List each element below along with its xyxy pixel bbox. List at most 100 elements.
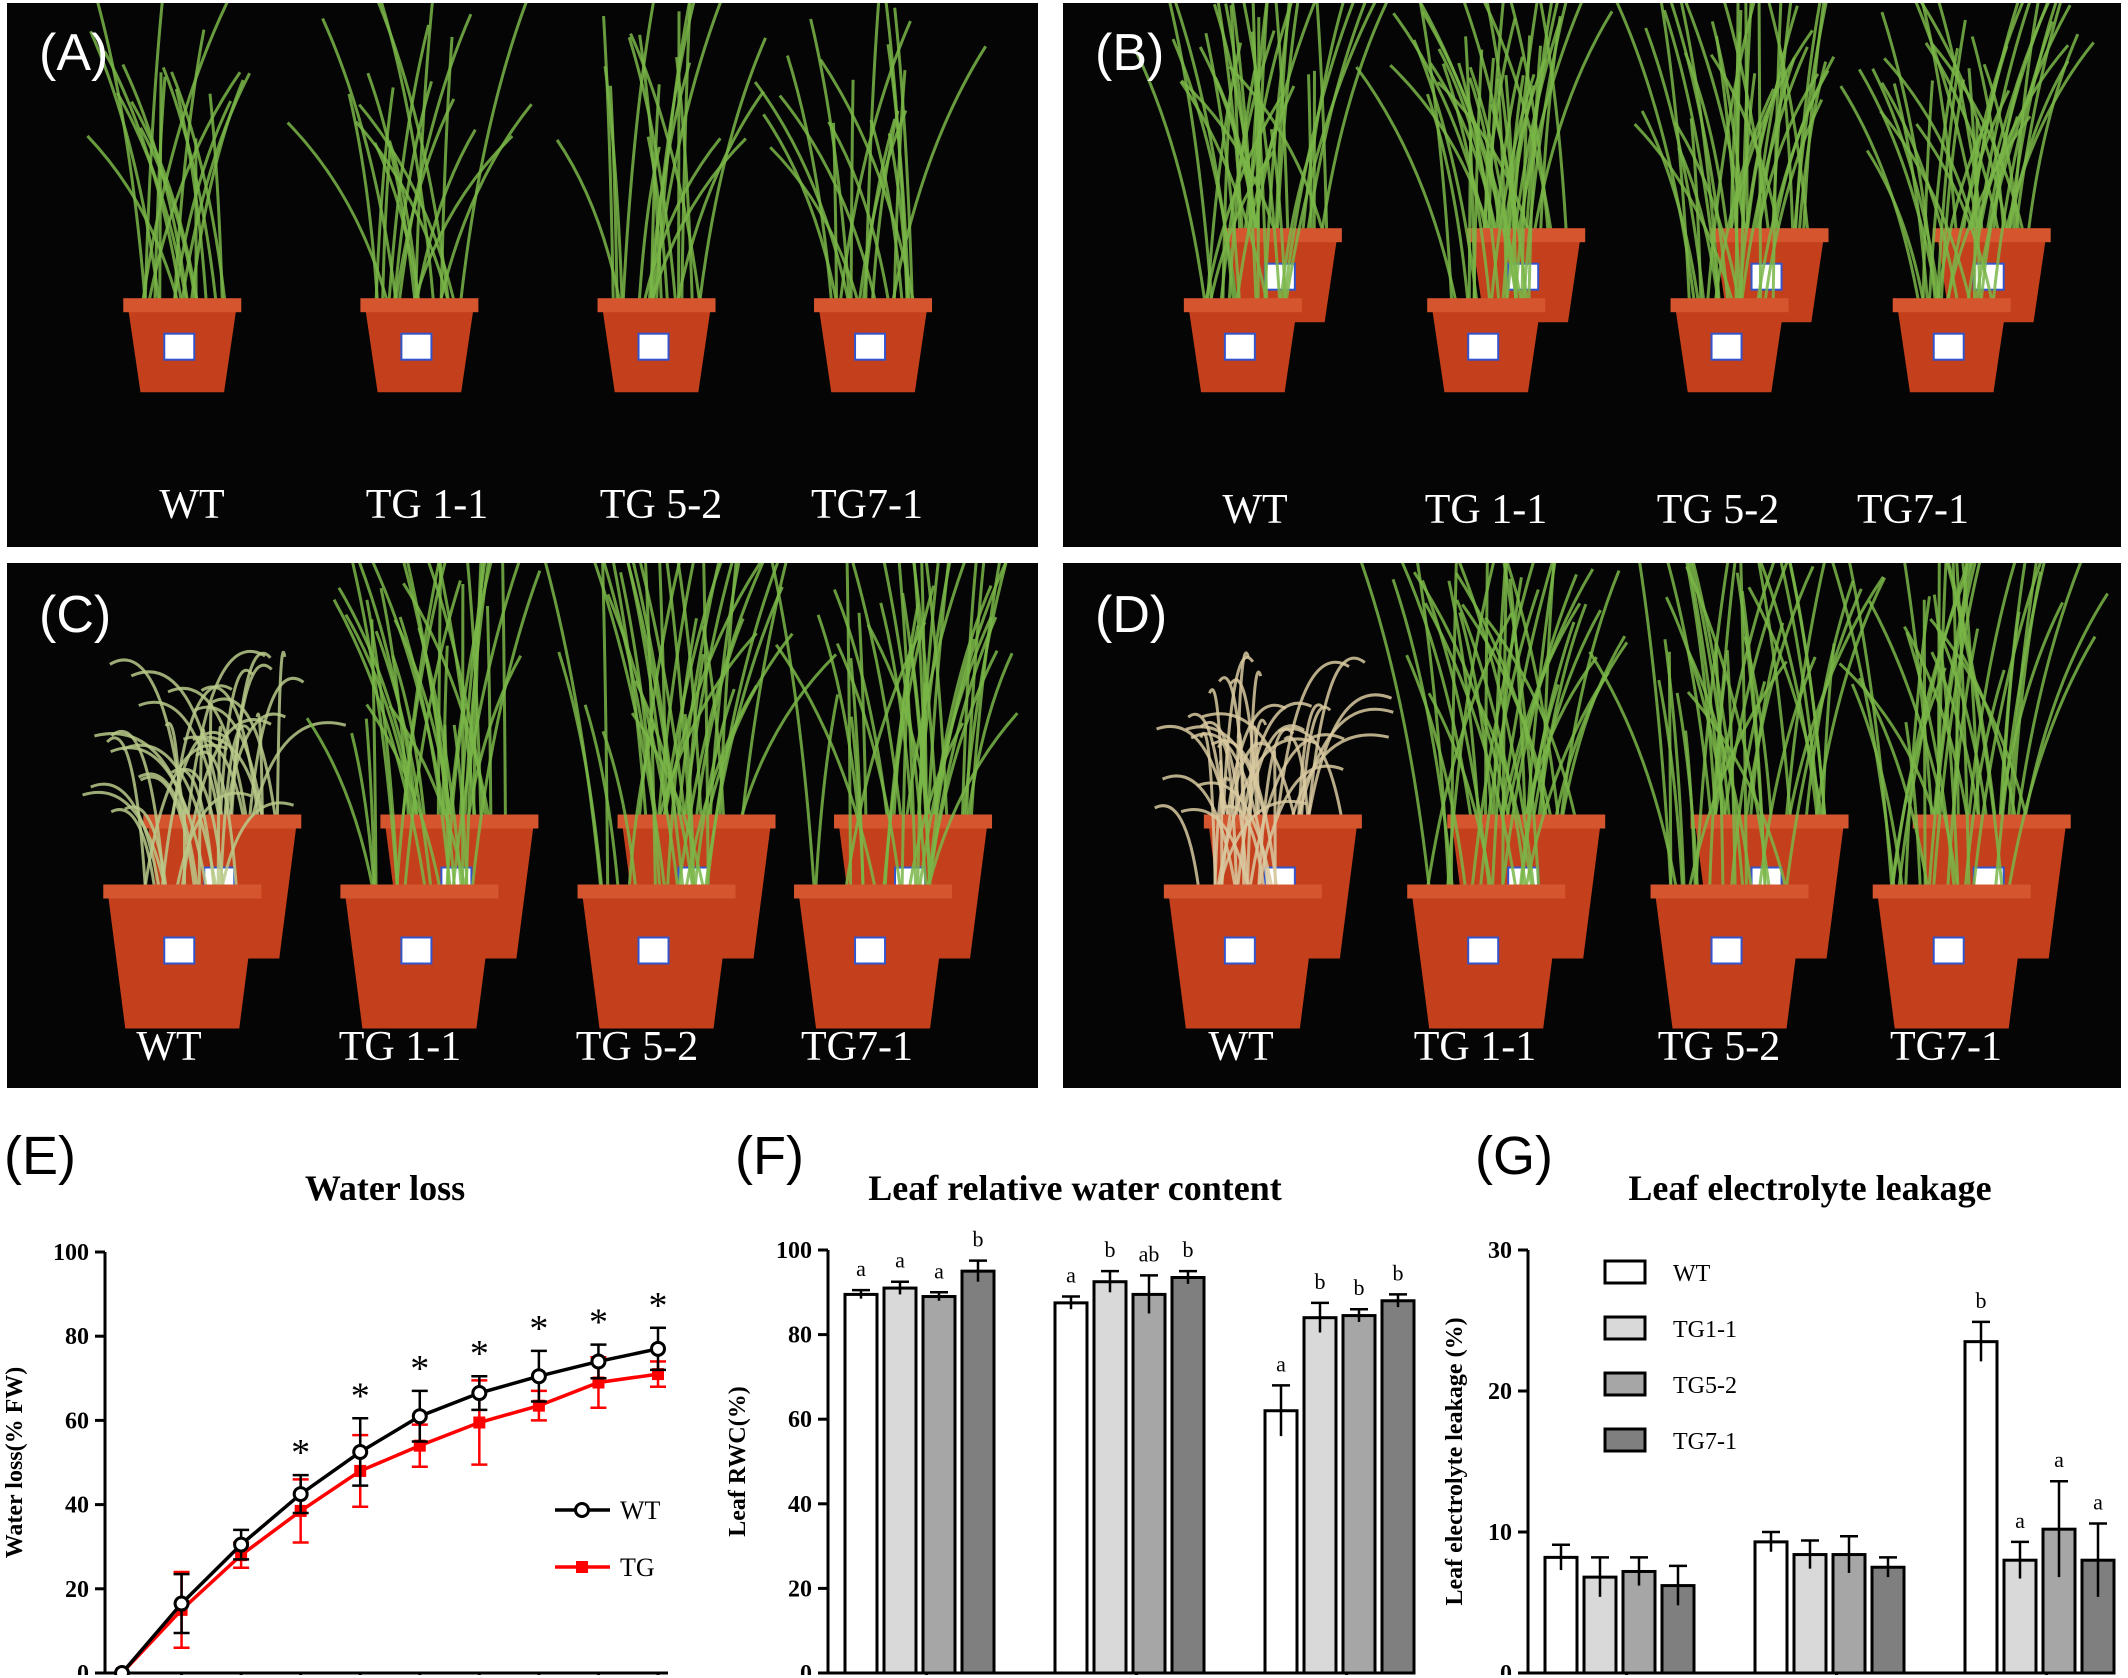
leaf-blade [1210,739,1279,889]
leaf-blade [485,606,493,819]
pot-tag [400,936,433,965]
leaf-blade [1500,602,1582,819]
leaf-blade [1848,563,1894,889]
leaf-blade [1657,679,1685,889]
leaf-blade [1231,3,1258,303]
leaf-blade [1802,3,1826,233]
leaf-blade [1257,764,1344,889]
pot-rim [1467,228,1586,243]
leaf-blade [1501,563,1508,889]
genotype-label-tg5-2: TG 5-2 [575,1024,699,1070]
leaf-blade [629,32,702,303]
leaf-blade [827,121,891,303]
photo-panel-a: (A) WT TG 1-1 TG 5-2 TG7-1 [7,3,1038,547]
leaf-blade [1921,3,1958,233]
bar-wt [1963,1340,1999,1675]
significance-letter: a [856,1256,866,1281]
legend-label: WT [1673,1261,1711,1287]
leaf-blade [1740,46,1809,303]
y-tick-label: 80 [65,1324,89,1350]
leaf-blade [1245,718,1268,889]
data-point-wt [411,1408,428,1425]
bar-wt [843,1292,879,1675]
leaf-blade [601,563,610,889]
pot-rim [597,298,716,313]
leaf-blade [1476,699,1534,889]
y-tick-label: 100 [776,1238,812,1264]
leaf-blade [1221,655,1255,819]
leaf-blade [414,3,434,303]
leaf-blade [2026,33,2080,233]
leaf-blade [1174,3,1236,303]
leaf-blade [557,651,604,889]
leaf-blade [627,723,656,889]
leaf-blade [438,103,533,303]
leaf-blade [1788,563,1827,819]
pot-rim [1163,884,1322,899]
leaf-blade [602,15,615,303]
pot-rim [1427,298,1546,313]
panel-label-a: (A) [39,24,109,82]
leaf-blade [1297,703,1325,819]
significance-star: * [649,1285,668,1327]
pot-rim [1670,298,1789,313]
leaf-blade [870,110,900,303]
leaf-blade [1531,609,1602,819]
chart-label-g: (G) [1475,1126,1553,1186]
leaf-blade [89,30,161,303]
y-tick-label: 0 [800,1661,812,1675]
bar-tg5-2 [1341,1314,1377,1675]
pot-rim [1892,298,2011,313]
genotype-label-wt: WT [1208,1024,1274,1070]
leaf-blade [364,718,377,889]
leaf-blade [621,3,655,303]
leaf-blade [197,728,206,889]
significance-letter: b [1183,1237,1194,1262]
significance-letter: b [1354,1275,1365,1300]
leaf-blade [704,586,784,889]
pot-tag [637,936,670,965]
pot-rim [1650,884,1809,899]
leaf-blade [1320,3,1389,233]
leaf-blade [220,801,295,889]
leaf-blade [1715,35,1742,303]
leaf-blade [1559,569,1621,819]
leaf-blade [1496,78,1509,303]
leaf-blade [1640,110,1700,303]
leaf-blade [1708,674,1727,889]
leaf-blade [1283,735,1310,819]
leaf-blade [464,563,485,889]
pot-tag [1223,936,1256,965]
data-point-wt [352,1443,369,1460]
leaf-blade [370,619,378,889]
legend-marker [576,1561,588,1573]
pot-tag [1932,936,1965,965]
leaf-blade [441,645,449,819]
leaf-blade [1360,563,1431,889]
photo-panel-d: (D) WT TG 1-1 TG 5-2 TG7-1 [1063,563,2121,1088]
leaf-blade [2007,563,2038,819]
legend-swatch [1603,1259,1647,1285]
genotype-label-tg7-1: TG7-1 [1857,487,1969,533]
pot-tag [163,936,196,965]
y-tick-label: 60 [65,1408,89,1434]
genotype-label-tg1-1: TG 1-1 [338,1024,462,1070]
leaf-blade [1235,85,1296,303]
leaf-blade [1932,594,1960,889]
leaf-blade [1216,3,1244,233]
series-line-tg [120,1372,659,1675]
leaf-blade [403,580,462,889]
leaf-blade [1154,804,1201,889]
leaf-blade [1217,742,1239,889]
legend-label: WT [620,1496,661,1525]
leaf-blade [1838,662,1937,819]
leaf-blade [1739,563,1748,889]
leaf-blade [1979,116,2019,303]
significance-letter: b [1393,1260,1404,1285]
leaf-blade [814,694,840,889]
leaf-blade [608,85,619,303]
leaf-blade [1994,563,2046,889]
leaf-blade [1554,641,1629,819]
leaf-blade [879,602,914,819]
significance-letter: a [1066,1263,1076,1288]
